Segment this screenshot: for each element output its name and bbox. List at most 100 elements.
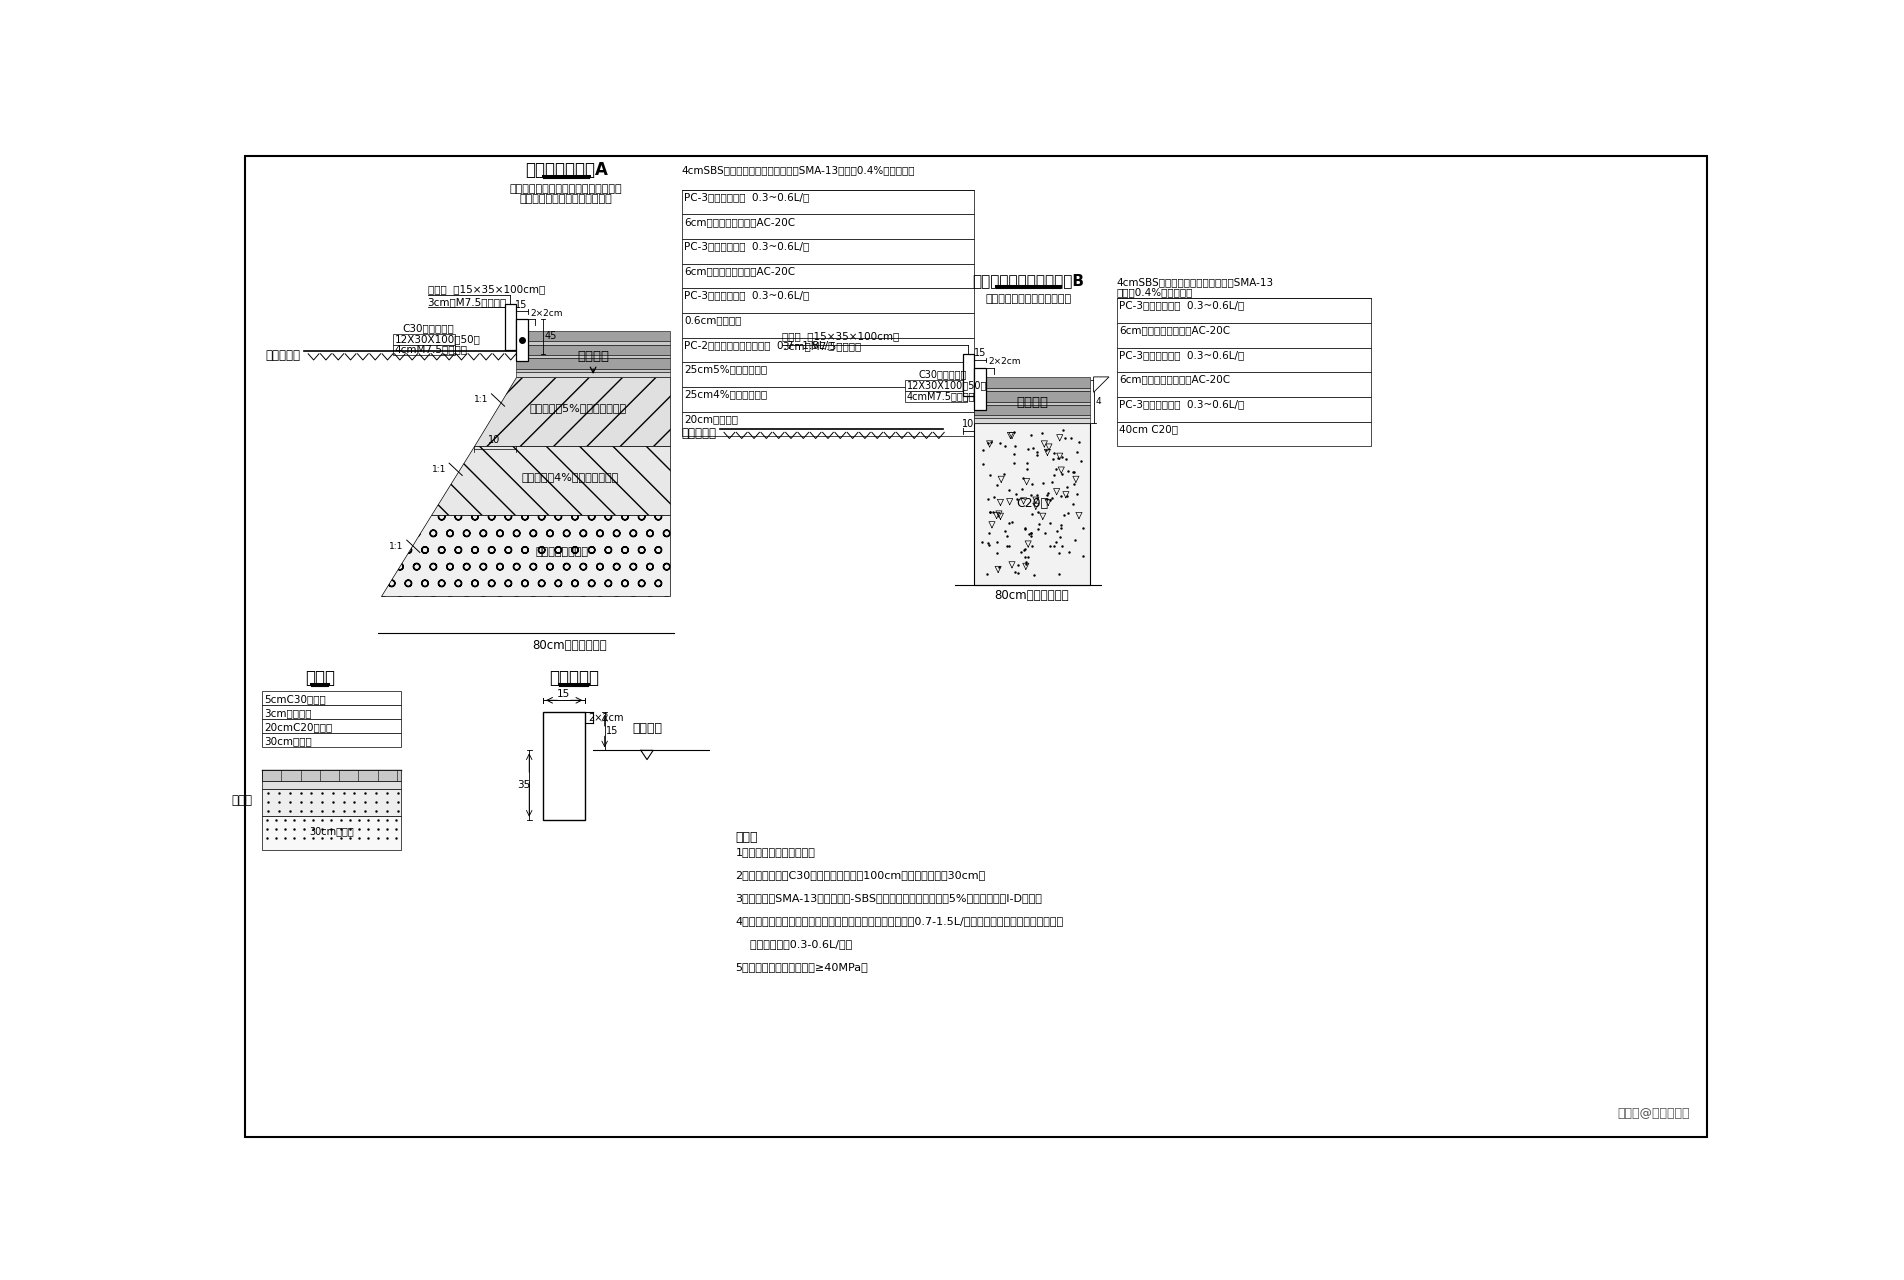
- Text: 人行道: 人行道: [305, 669, 335, 687]
- Text: 25cm5%水泥稳定碎石: 25cm5%水泥稳定碎石: [684, 365, 767, 375]
- Bar: [263, 788, 400, 815]
- Text: 人行道: 人行道: [232, 794, 253, 806]
- Bar: [682, 264, 975, 288]
- Bar: [975, 424, 1089, 585]
- Bar: [682, 215, 975, 239]
- Bar: [682, 412, 975, 436]
- Text: 拓宽新建路面结构设计图B: 拓宽新建路面结构设计图B: [973, 273, 1083, 288]
- Bar: [263, 781, 400, 788]
- Bar: [682, 362, 975, 387]
- Bar: [263, 732, 400, 746]
- Text: 路面结构设计图A: 路面结构设计图A: [526, 161, 607, 179]
- Bar: [904, 380, 967, 390]
- Text: 2×2cm: 2×2cm: [588, 713, 625, 723]
- Text: 20cm级配碎石: 20cm级配碎石: [684, 413, 739, 424]
- Text: 现状绿化带: 现状绿化带: [265, 349, 301, 362]
- Bar: [975, 376, 1089, 388]
- Text: 说明：: 说明：: [735, 831, 758, 845]
- Text: 15: 15: [516, 300, 527, 310]
- Bar: [682, 239, 975, 264]
- Text: 6cm中粒式沥青混凝土AC-20C: 6cm中粒式沥青混凝土AC-20C: [684, 266, 796, 276]
- Text: 3cm厚M7.5砂浆垫层: 3cm厚M7.5砂浆垫层: [428, 297, 506, 307]
- Text: PC-3乳化沥青粘层  0.3~0.6L/㎡: PC-3乳化沥青粘层 0.3~0.6L/㎡: [684, 242, 809, 251]
- Text: 45: 45: [545, 332, 558, 340]
- Bar: [543, 712, 585, 819]
- Text: 4cmM7.5砂浆垫层: 4cmM7.5砂浆垫层: [906, 390, 975, 401]
- Text: 机动车道: 机动车道: [577, 349, 609, 364]
- Text: 机动车道: 机动车道: [632, 722, 663, 735]
- Text: PC-3乳化沥青粘层  0.3~0.6L/㎡: PC-3乳化沥青粘层 0.3~0.6L/㎡: [1120, 349, 1245, 360]
- Text: 适用于雨水主管施工掘路后恢复路面；: 适用于雨水主管施工掘路后恢复路面；: [510, 184, 623, 195]
- Bar: [975, 402, 1089, 404]
- Text: C20砼: C20砼: [1017, 498, 1047, 511]
- Text: PC-3乳化沥青粘层  0.3~0.6L/㎡: PC-3乳化沥青粘层 0.3~0.6L/㎡: [684, 291, 809, 301]
- Text: 路缘石剖面: 路缘石剖面: [548, 669, 600, 687]
- Text: 30cm砂砾石: 30cm砂砾石: [308, 826, 354, 836]
- Bar: [516, 356, 670, 358]
- Text: 3、沥青面层SMA-13添加改性剂-SBS，参考掺量为沥青重量的5%，性能应达到I-D标准。: 3、沥青面层SMA-13添加改性剂-SBS，参考掺量为沥青重量的5%，性能应达到…: [735, 893, 1041, 902]
- Polygon shape: [381, 516, 670, 596]
- Text: 机动车道: 机动车道: [1017, 397, 1047, 410]
- Bar: [263, 769, 400, 781]
- Bar: [975, 404, 1089, 416]
- Text: 3cm砂浆垫层: 3cm砂浆垫层: [265, 708, 312, 718]
- Bar: [1118, 397, 1371, 421]
- Bar: [975, 390, 1089, 402]
- Text: 路缘石  （15×35×100cm）: 路缘石 （15×35×100cm）: [783, 330, 899, 340]
- Text: 道路车行道4%水泥稳定碎石层: 道路车行道4%水泥稳定碎石层: [522, 472, 619, 483]
- Text: 35: 35: [518, 780, 531, 790]
- Text: 1:1: 1:1: [474, 396, 489, 404]
- Polygon shape: [1093, 376, 1108, 392]
- Bar: [516, 319, 527, 361]
- Text: 6cm中粒式沥青混凝土AC-20C: 6cm中粒式沥青混凝土AC-20C: [684, 216, 796, 227]
- Bar: [392, 334, 455, 344]
- Text: 2×2cm: 2×2cm: [529, 308, 562, 317]
- Text: 2×2cm: 2×2cm: [988, 357, 1021, 366]
- Bar: [682, 288, 975, 314]
- Text: PC-3乳化沥青粘层  0.3~0.6L/㎡: PC-3乳化沥青粘层 0.3~0.6L/㎡: [684, 192, 809, 202]
- Text: 适用于道路拓宽，有碾压条件。: 适用于道路拓宽，有碾压条件。: [520, 195, 613, 205]
- Text: PC-3乳化沥青粘层  0.3~0.6L/㎡: PC-3乳化沥青粘层 0.3~0.6L/㎡: [1120, 301, 1245, 311]
- Text: 黏层沥青用量0.3-0.6L/㎡。: 黏层沥青用量0.3-0.6L/㎡。: [735, 940, 851, 948]
- Text: 10: 10: [962, 420, 975, 429]
- Polygon shape: [432, 447, 670, 516]
- Bar: [1118, 298, 1371, 323]
- Text: 30cm砂砾石: 30cm砂砾石: [265, 736, 312, 746]
- Text: 6cm中粒式沥青混凝土AC-20C: 6cm中粒式沥青混凝土AC-20C: [1120, 325, 1230, 335]
- Text: 现状绿化带: 现状绿化带: [682, 428, 716, 440]
- Text: （添加0.4%抗车辙剂）: （添加0.4%抗车辙剂）: [1118, 287, 1194, 297]
- Bar: [263, 815, 400, 850]
- Text: 5cmC30砼方砖: 5cmC30砼方砖: [265, 694, 326, 704]
- Text: 1:1: 1:1: [388, 541, 404, 550]
- Text: 道路级配碎石垫层: 道路级配碎石垫层: [535, 547, 588, 557]
- Text: 15: 15: [605, 726, 619, 736]
- Bar: [263, 691, 400, 705]
- Polygon shape: [474, 376, 670, 447]
- Text: 20cmC20砼基层: 20cmC20砼基层: [265, 722, 333, 732]
- Text: 6cm中粒式沥青混凝土AC-20C: 6cm中粒式沥青混凝土AC-20C: [1120, 375, 1230, 384]
- Text: 4、基层施工完毕后应在基层上撒布透层沥青，透层沥青用量0.7-1.5L/㎡，各面层之间应撒布黏层沥青，: 4、基层施工完毕后应在基层上撒布透层沥青，透层沥青用量0.7-1.5L/㎡，各面…: [735, 916, 1064, 925]
- Text: 0.6cm稀浆封层: 0.6cm稀浆封层: [684, 315, 741, 325]
- Bar: [1118, 372, 1371, 397]
- Text: 80cm砂砾石加强层: 80cm砂砾石加强层: [533, 640, 607, 653]
- Bar: [975, 416, 1089, 419]
- Text: 路缘石  （15×35×100cm）: 路缘石 （15×35×100cm）: [428, 284, 545, 294]
- Bar: [963, 353, 975, 396]
- Text: PC-2慢裂型阳离子乳化沥青  0.7~1.5L/㎡: PC-2慢裂型阳离子乳化沥青 0.7~1.5L/㎡: [684, 340, 834, 349]
- Text: 10: 10: [489, 435, 501, 444]
- Text: 搜狐号@睿都记录宫: 搜狐号@睿都记录宫: [1618, 1107, 1691, 1120]
- Bar: [682, 338, 975, 362]
- Text: 1、本图尺寸均以厘米计。: 1、本图尺寸均以厘米计。: [735, 846, 815, 856]
- Text: 4cmSBS改性沥青玛蹄脂碎石混合料SMA-13（添加0.4%抗车辙剂）: 4cmSBS改性沥青玛蹄脂碎石混合料SMA-13（添加0.4%抗车辙剂）: [682, 165, 916, 175]
- Bar: [516, 369, 670, 372]
- Text: C30预制平缘石: C30预制平缘石: [404, 323, 455, 333]
- Bar: [516, 358, 670, 369]
- Bar: [682, 314, 975, 338]
- Text: 4: 4: [1095, 397, 1101, 406]
- Text: 12X30X100（50）: 12X30X100（50）: [394, 334, 480, 344]
- Text: 80cm砂砾石加强层: 80cm砂砾石加强层: [994, 589, 1070, 603]
- Text: 40cm C20砼: 40cm C20砼: [1120, 424, 1179, 434]
- Text: 1:1: 1:1: [432, 465, 446, 474]
- Bar: [516, 344, 670, 356]
- Bar: [975, 388, 1089, 390]
